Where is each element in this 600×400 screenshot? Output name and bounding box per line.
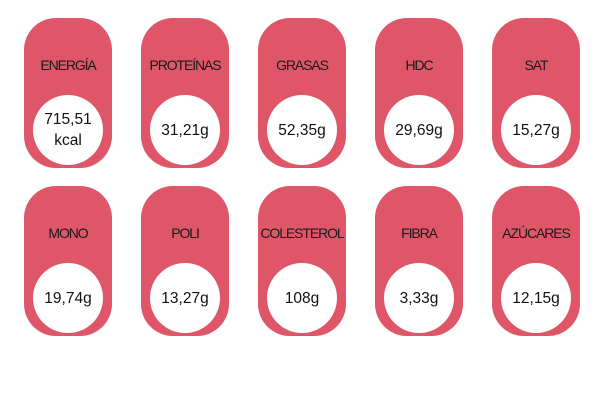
nutrient-card-proteinas: PROTEÍNAS 31,21g <box>141 18 229 168</box>
nutrient-label: FIBRA <box>401 225 438 241</box>
nutrient-label: HDC <box>405 57 433 73</box>
nutrient-value-circle: 108g <box>267 263 337 333</box>
nutrient-value-circle: 12,15g <box>501 263 571 333</box>
nutrient-value: 52,35g <box>278 121 326 139</box>
nutrient-value: 31,21g <box>161 121 209 139</box>
nutrient-label: POLI <box>171 225 200 241</box>
nutrient-value: 19,74g <box>44 289 92 307</box>
nutrient-value-circle: 52,35g <box>267 95 337 165</box>
nutrition-grid: ENERGÍA 715,51 kcal PROTEÍNAS 31,21g GRA… <box>24 18 580 336</box>
nutrient-card-energia: ENERGÍA 715,51 kcal <box>24 18 112 168</box>
nutrient-label: SAT <box>524 57 549 73</box>
nutrient-label: PROTEÍNAS <box>149 57 221 73</box>
nutrient-value: 108g <box>284 289 320 307</box>
nutrient-value: 13,27g <box>161 289 209 307</box>
nutrient-label: COLESTEROL <box>260 225 344 241</box>
nutrient-card-sat: SAT 15,27g <box>492 18 580 168</box>
nutrient-card-grasas: GRASAS 52,35g <box>258 18 346 168</box>
nutrient-value-circle: 13,27g <box>150 263 220 333</box>
nutrient-value: 3,33g <box>399 289 439 307</box>
nutrient-value: 29,69g <box>395 121 443 139</box>
nutrient-value-circle: 15,27g <box>501 95 571 165</box>
nutrient-card-poli: POLI 13,27g <box>141 186 229 336</box>
nutrient-value-circle: 715,51 kcal <box>33 95 103 165</box>
nutrient-value: 715,51 kcal <box>44 111 92 149</box>
nutrient-value-circle: 19,74g <box>33 263 103 333</box>
nutrient-card-colesterol: COLESTEROL 108g <box>258 186 346 336</box>
nutrient-label: ENERGÍA <box>40 57 96 73</box>
nutrient-card-azucares: AZÚCARES 12,15g <box>492 186 580 336</box>
nutrient-value-circle: 29,69g <box>384 95 454 165</box>
nutrient-value-circle: 3,33g <box>384 263 454 333</box>
nutrient-card-hdc: HDC 29,69g <box>375 18 463 168</box>
nutrient-value-circle: 31,21g <box>150 95 220 165</box>
nutrient-label: AZÚCARES <box>502 225 571 241</box>
nutrient-value: 15,27g <box>512 121 560 139</box>
nutrient-card-fibra: FIBRA 3,33g <box>375 186 463 336</box>
nutrient-label: GRASAS <box>276 57 329 73</box>
nutrient-card-mono: MONO 19,74g <box>24 186 112 336</box>
nutrient-label: MONO <box>48 225 88 241</box>
nutrient-value: 12,15g <box>512 289 560 307</box>
